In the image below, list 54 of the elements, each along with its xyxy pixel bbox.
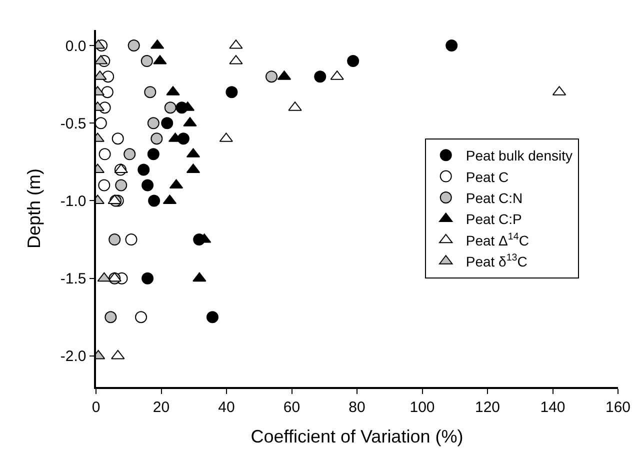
point [148,194,160,207]
legend-label: Peat C [466,168,509,185]
x-tick-label: 120 [474,398,500,416]
point [314,70,326,83]
point [108,272,122,282]
point [124,148,136,160]
x-axis-title: Coefficient of Variation (%) [250,426,464,446]
x-tick-label: 140 [540,398,566,416]
point [138,164,150,176]
point [104,311,117,324]
point [226,86,238,98]
point [125,234,138,246]
x-tick-label: 0 [92,398,100,416]
point [142,179,154,192]
x-tick-label: 40 [218,398,235,416]
point [142,272,154,284]
legend-label: Peat bulk density [466,148,572,164]
point [128,40,140,52]
point [140,55,153,68]
x-tick-label: 160 [605,398,631,416]
point [161,117,174,130]
point [101,86,114,98]
y-tick-label: 0.0 [65,38,86,55]
point [266,70,278,83]
y-tick-label: -2.0 [60,348,86,366]
y-axis-title: Depth (m) [24,168,44,249]
legend-label: Peat δ$^{13}$C [466,252,528,270]
point [98,148,111,160]
point [192,272,206,282]
point [206,311,218,324]
legend-label: Peat C:N [466,190,523,206]
x-tick-label: 20 [152,398,170,416]
point [115,179,128,192]
point [144,86,156,98]
point [108,234,121,246]
legend-label: Peat C:P [466,211,522,228]
point [111,350,125,360]
legend-label: Peat Δ$^{14}$C [466,231,529,248]
x-tick-label: 80 [348,398,366,416]
point [98,179,110,192]
point [96,117,107,130]
point [446,40,458,52]
point [347,55,360,68]
x-tick-label: 60 [283,398,300,416]
point [147,117,160,130]
point [112,132,124,145]
point [150,132,163,145]
y-tick-label: -0.5 [60,115,86,132]
point [164,102,176,114]
y-tick-label: -1.0 [60,192,86,210]
point [147,148,160,160]
y-tick-label: -1.5 [60,270,86,288]
point [135,311,148,324]
x-tick-label: 100 [410,398,435,416]
